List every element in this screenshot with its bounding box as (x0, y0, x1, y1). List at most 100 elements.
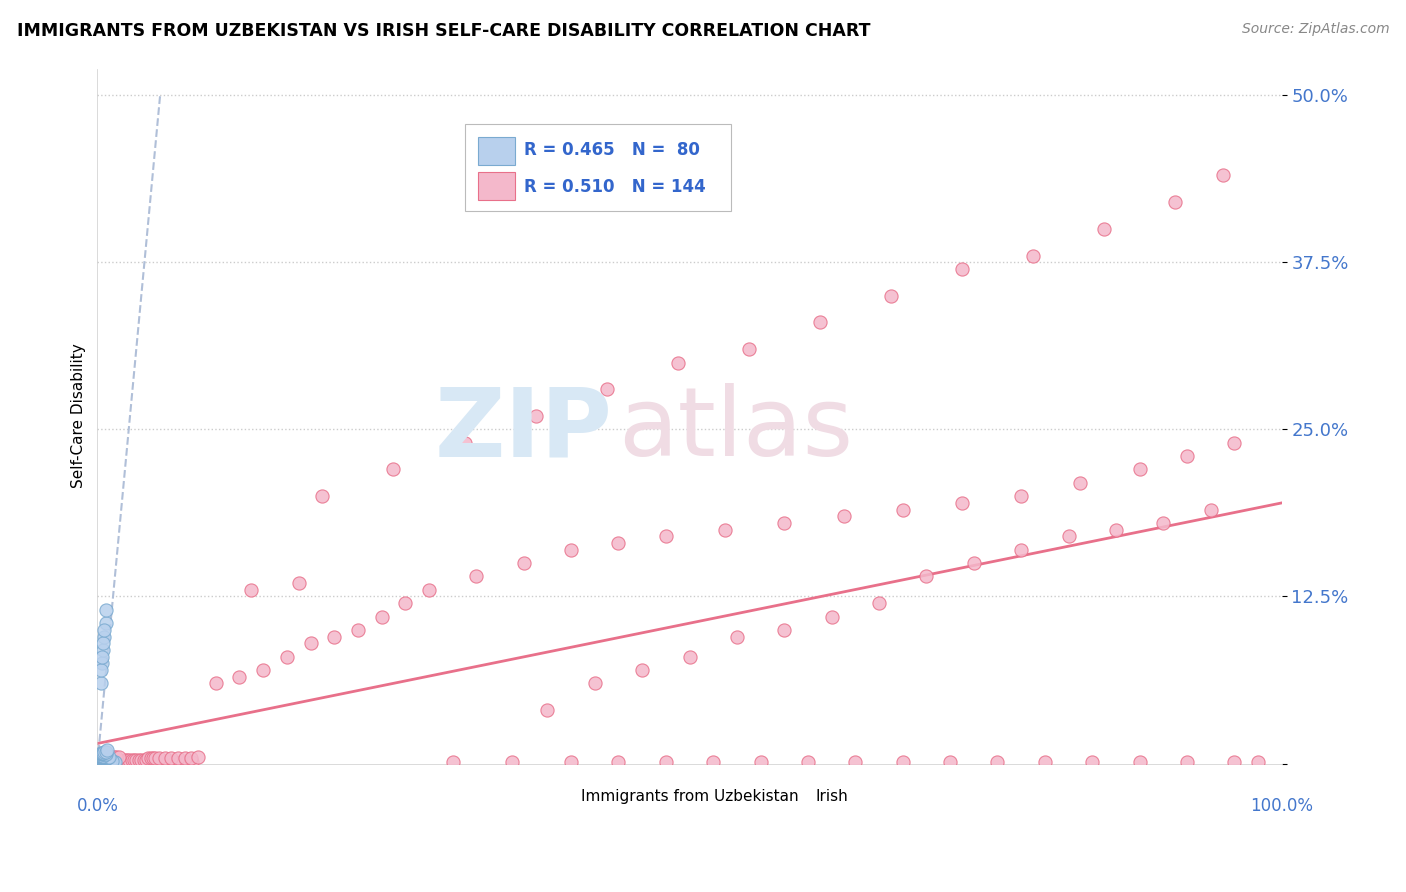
Point (101, 754, 124, 768)
Point (714, 523, 737, 537)
Point (1069, 475, 1091, 490)
Point (93, 744, 115, 758)
Point (915, 569, 938, 583)
Text: atlas: atlas (619, 384, 853, 476)
Point (90, 746, 112, 760)
Point (94, 754, 117, 768)
Point (93, 630, 115, 644)
Point (100, 755, 122, 769)
Point (93, 749, 115, 764)
Point (98, 754, 121, 768)
Point (560, 755, 582, 769)
Point (98, 755, 121, 769)
Point (1223, 435, 1246, 450)
Point (135, 752, 157, 766)
Point (986, 755, 1008, 769)
Point (174, 755, 197, 769)
Point (107, 755, 129, 769)
Point (96, 755, 118, 769)
Point (501, 755, 523, 769)
Point (91, 754, 114, 768)
Point (666, 355, 689, 369)
Point (94, 744, 117, 758)
Point (512, 556, 534, 570)
Point (844, 755, 866, 769)
Point (129, 755, 152, 769)
Text: 0.0%: 0.0% (76, 797, 118, 815)
Point (91, 751, 114, 765)
Point (394, 596, 416, 610)
Text: Irish: Irish (815, 789, 848, 805)
Point (536, 703, 558, 717)
Point (117, 755, 139, 769)
Point (93, 755, 115, 769)
Point (91, 749, 114, 764)
Point (121, 752, 143, 766)
Point (131, 755, 153, 769)
Point (93, 755, 115, 769)
Point (1175, 755, 1198, 769)
Point (98, 755, 121, 769)
Point (91, 755, 114, 769)
Point (100, 755, 122, 769)
Point (138, 755, 160, 769)
Point (98, 755, 121, 769)
Point (111, 754, 134, 768)
Point (89, 755, 111, 769)
Point (94, 749, 117, 764)
Point (91, 746, 114, 760)
Point (100, 754, 122, 768)
Point (159, 751, 181, 765)
Point (93, 754, 115, 768)
Point (97, 755, 120, 769)
Point (91, 649, 114, 664)
Point (94, 751, 117, 765)
Point (101, 755, 124, 769)
Point (560, 542, 582, 557)
Point (963, 556, 986, 570)
Point (100, 755, 122, 769)
Point (1010, 542, 1032, 557)
Point (91, 754, 114, 768)
Point (655, 755, 678, 769)
Point (607, 755, 630, 769)
Point (96, 751, 118, 765)
Point (91, 755, 114, 769)
Point (108, 755, 131, 769)
FancyBboxPatch shape (464, 124, 731, 211)
Point (96, 749, 118, 764)
Point (91, 754, 114, 768)
Point (93, 623, 115, 637)
Point (91, 751, 114, 765)
Point (832, 509, 855, 524)
Point (152, 755, 174, 769)
Point (112, 755, 135, 769)
Point (101, 755, 124, 769)
Point (187, 749, 209, 764)
Point (91, 636, 114, 650)
Point (773, 623, 796, 637)
Point (148, 751, 170, 765)
Point (276, 649, 298, 664)
Point (98, 749, 121, 764)
Text: Source: ZipAtlas.com: Source: ZipAtlas.com (1241, 22, 1389, 37)
Point (153, 751, 176, 765)
Text: R = 0.465   N =  80: R = 0.465 N = 80 (523, 141, 700, 159)
Point (868, 596, 890, 610)
Point (98, 749, 121, 764)
Point (132, 752, 155, 766)
Point (299, 636, 322, 650)
Point (104, 755, 127, 769)
Point (169, 755, 191, 769)
Point (89, 749, 111, 764)
Point (180, 751, 202, 765)
Point (453, 435, 475, 450)
Point (90, 748, 112, 763)
Point (181, 755, 204, 769)
Point (93, 749, 115, 764)
Point (418, 582, 440, 597)
Point (96, 755, 118, 769)
Point (96, 755, 118, 769)
Point (91, 755, 114, 769)
Point (90, 754, 112, 768)
